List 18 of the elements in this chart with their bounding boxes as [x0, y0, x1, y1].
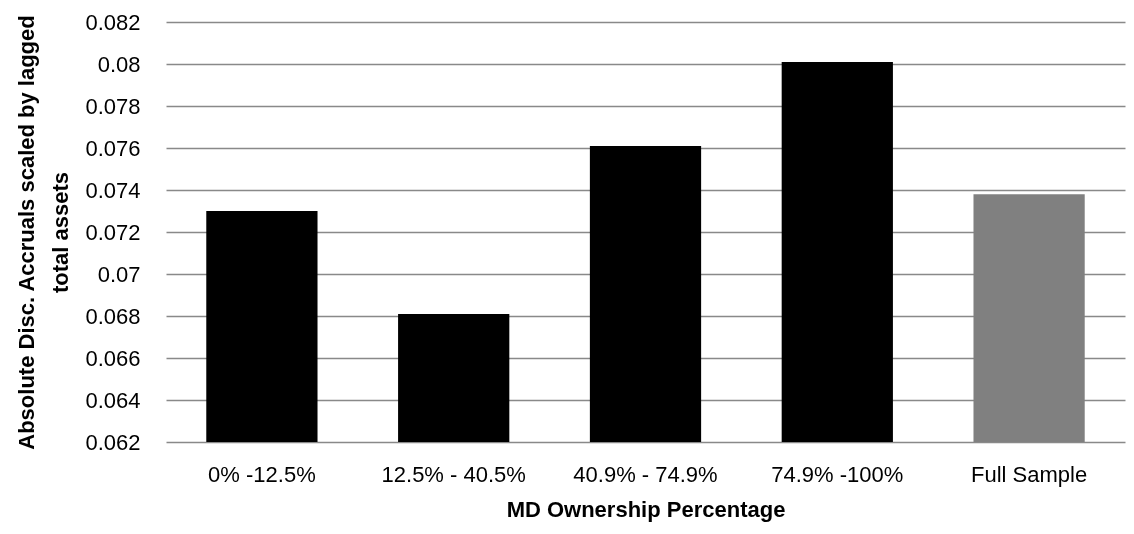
y-tick-label: 0.076: [85, 135, 141, 161]
x-tick-label: 74.9% -100%: [771, 461, 904, 487]
y-tick-label: 0.07: [97, 261, 141, 287]
y-tick-label: 0.08: [97, 51, 141, 77]
x-tick-label: 0% -12.5%: [208, 461, 316, 487]
x-tick-label: Full Sample: [971, 461, 1088, 487]
y-tick-label: 0.062: [85, 429, 141, 455]
y-tick-label: 0.082: [85, 9, 141, 35]
y-tick-label: 0.078: [85, 93, 141, 119]
x-axis-title: MD Ownership Percentage: [506, 496, 786, 522]
y-tick-label: 0.068: [85, 303, 141, 329]
y-tick-label: 0.074: [85, 177, 141, 203]
y-tick-label: 0.066: [85, 345, 141, 371]
x-tick-label: 12.5% - 40.5%: [381, 461, 526, 487]
y-tick-label: 0.072: [85, 219, 141, 245]
y-tick-label: 0.064: [85, 387, 141, 413]
x-tick-label: 40.9% - 74.9%: [573, 461, 718, 487]
y-axis-title: Absolute Disc. Accruals scaled by lagged total assets: [14, 15, 74, 450]
